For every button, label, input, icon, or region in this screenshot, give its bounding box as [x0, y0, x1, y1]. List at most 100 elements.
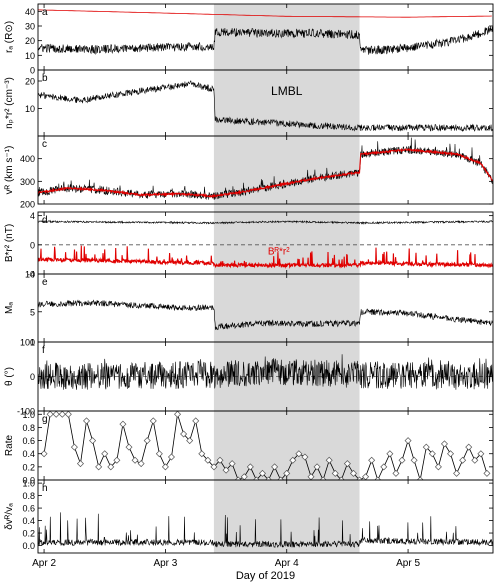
- y-tick-label: 300: [20, 177, 35, 187]
- rate-marker: [289, 456, 297, 464]
- panel-letter: a: [42, 7, 48, 18]
- rate-marker: [70, 443, 78, 451]
- shaded-interval: [213, 4, 360, 553]
- panel-letter: e: [42, 277, 48, 288]
- panel-f-ylabel: θ (°): [4, 367, 15, 386]
- panel-g-series-0: [43, 413, 488, 480]
- panel-h-ylabel: δvᴿ/vₐ: [4, 503, 15, 530]
- rate-marker: [410, 456, 418, 464]
- panel-b-ylabel: nₚ*r² (cm⁻³): [4, 77, 15, 129]
- x-tick-label: Apr 4: [275, 558, 299, 569]
- rate-marker: [356, 476, 364, 480]
- y-tick-label: 0.2: [22, 462, 35, 472]
- rate-marker: [76, 460, 84, 468]
- y-tick-label: 40: [25, 7, 35, 17]
- rate-marker: [374, 476, 382, 480]
- y-tick-label: 20: [25, 77, 35, 87]
- rate-marker: [416, 476, 424, 480]
- rate-marker: [331, 469, 339, 477]
- rate-marker: [83, 417, 91, 425]
- rate-marker: [368, 456, 376, 464]
- panel-h-series-0: [38, 512, 493, 548]
- rate-marker: [343, 460, 351, 468]
- rate-marker: [440, 440, 448, 448]
- panel-letter: b: [42, 73, 48, 84]
- rate-marker: [161, 463, 169, 471]
- panel-e-plot-area: [38, 299, 493, 331]
- x-axis-title: Day of 2019: [236, 570, 295, 582]
- rate-marker: [113, 456, 121, 464]
- rate-marker: [313, 463, 321, 471]
- y-tick-label: 0: [30, 240, 35, 250]
- panel-letter: g: [42, 414, 48, 425]
- lmbl-label: LMBL: [271, 84, 303, 98]
- panel-c-frame: [37, 135, 494, 205]
- rate-marker: [89, 437, 97, 445]
- rate-marker: [95, 463, 103, 471]
- y-tick-label: 100: [20, 338, 35, 348]
- y-tick-label: 10: [25, 104, 35, 114]
- panel-frames: [37, 3, 494, 554]
- rate-marker: [167, 453, 175, 461]
- panel-d-ylabel: B*r² (nT): [4, 224, 15, 262]
- rate-marker: [471, 456, 479, 464]
- y-tick-label: 0.6: [22, 436, 35, 446]
- rate-marker: [349, 469, 357, 477]
- rate-marker: [234, 476, 242, 480]
- rate-marker: [362, 473, 370, 480]
- br-series-label: Bᴿ*r²: [268, 246, 290, 257]
- rate-marker: [174, 411, 182, 418]
- rate-marker: [277, 476, 285, 480]
- y-tick-label: 10: [25, 270, 35, 280]
- y-tick-label: 0.4: [22, 449, 35, 459]
- panel-letter: c: [42, 139, 47, 150]
- rate-marker: [119, 420, 127, 428]
- panel-a-series-1: [38, 26, 493, 55]
- panel-letter: f: [42, 345, 45, 356]
- panel-e-ylabel: Mₐ: [4, 302, 15, 314]
- y-tick-label: 0.2: [22, 529, 35, 539]
- panel-a-plot-area: [38, 9, 493, 55]
- rate-marker: [422, 443, 430, 451]
- y-tick-label: 5: [30, 307, 35, 317]
- rate-marker: [380, 463, 388, 471]
- panel-d-plot-area: [38, 219, 493, 269]
- x-tick-label: Apr 2: [32, 558, 56, 569]
- y-tick-label: 0.8: [22, 491, 35, 501]
- rate-marker: [228, 460, 236, 468]
- panel-g-plot-area: [40, 411, 491, 480]
- rate-marker: [477, 450, 485, 458]
- x-tick-label: Apr 3: [153, 558, 177, 569]
- y-tick-label: 1.0: [22, 479, 35, 489]
- rate-marker: [265, 476, 273, 480]
- panel-c-series-1: [38, 147, 493, 199]
- rate-marker: [337, 476, 345, 480]
- panel-a-series-0: [38, 9, 492, 18]
- rate-marker: [483, 469, 491, 477]
- rate-marker: [210, 463, 218, 471]
- y-tick-label: 1: [30, 338, 35, 348]
- rate-marker: [46, 411, 54, 418]
- rate-marker: [465, 443, 473, 451]
- rate-marker: [301, 453, 309, 461]
- rate-marker: [40, 450, 48, 458]
- rate-marker: [204, 456, 212, 464]
- rate-marker: [404, 437, 412, 445]
- rate-marker: [143, 437, 151, 445]
- rate-marker: [386, 450, 394, 458]
- rate-marker: [271, 463, 279, 471]
- rate-marker: [319, 476, 327, 480]
- rate-marker: [125, 443, 133, 451]
- rate-marker: [192, 417, 200, 425]
- y-tick-label: 0: [30, 372, 35, 382]
- rate-marker: [246, 463, 254, 471]
- panel-h-plot-area: [38, 512, 493, 548]
- data-traces: [38, 9, 493, 548]
- rate-marker: [101, 450, 109, 458]
- panel-d-series-1: [38, 245, 493, 269]
- shared-x-axis: Day of 2019 Apr 2 Apr 3 Apr 4 Apr 5: [32, 558, 420, 582]
- y-tick-label: 30: [25, 22, 35, 32]
- panel-g-ylabel: Rate: [4, 435, 15, 457]
- rate-marker: [258, 469, 266, 477]
- panel-e-series-0: [38, 299, 493, 331]
